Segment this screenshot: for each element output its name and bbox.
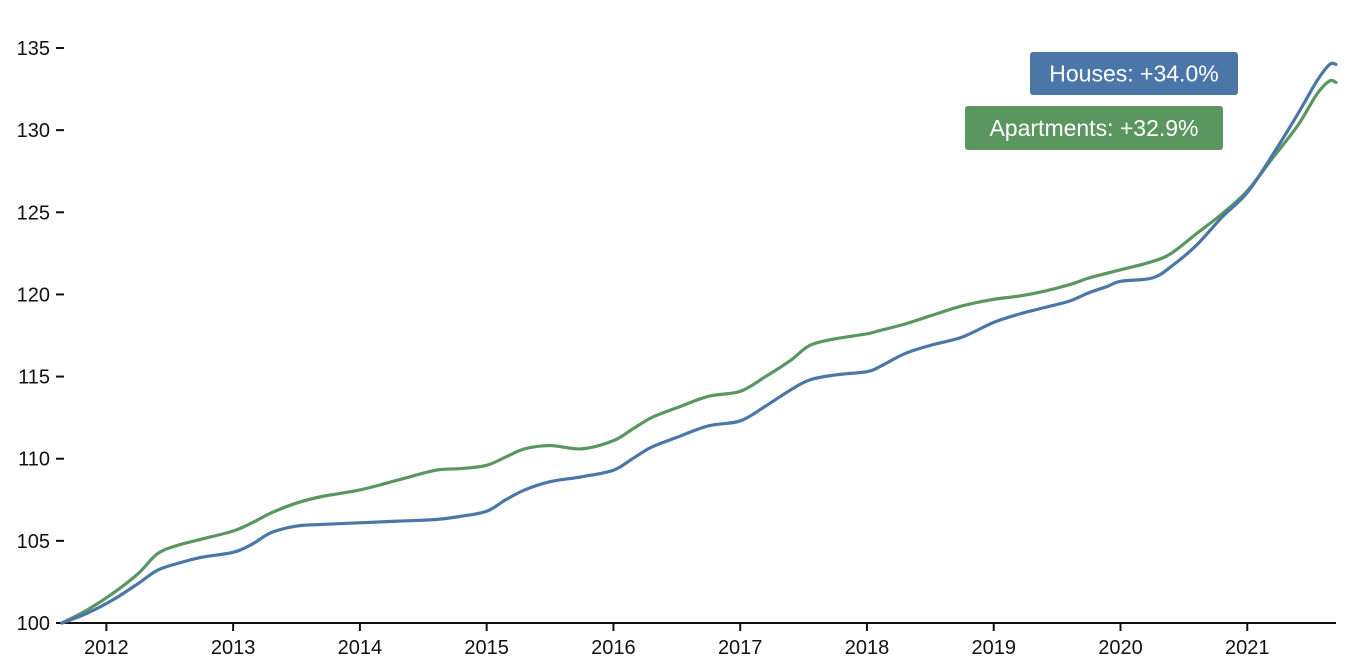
y-tick-label: 115 [18, 367, 50, 389]
x-tick-label: 2012 [84, 637, 129, 659]
apartments-badge-background [965, 106, 1223, 150]
y-axis: 100 105 110 115 120 125 130 135 [17, 38, 64, 635]
series-layer [60, 61, 1338, 625]
y-tick-label: 135 [17, 38, 50, 60]
y-tick-label: 110 [18, 449, 50, 471]
x-tick-label: 2021 [1225, 637, 1270, 659]
houses-badge-background [1030, 52, 1238, 95]
y-tick-label: 100 [17, 613, 50, 635]
series-line-apartments [60, 78, 1338, 625]
y-tick-label: 105 [17, 531, 50, 553]
x-tick-label: 2019 [971, 637, 1016, 659]
x-tick-label: 2017 [718, 637, 763, 659]
houses-badge: Houses: +34.0% [1030, 52, 1238, 95]
series-line-houses [60, 61, 1338, 625]
x-tick-label: 2015 [464, 637, 509, 659]
x-tick-label: 2020 [1098, 637, 1143, 659]
x-tick-label: 2016 [591, 637, 636, 659]
apartments-badge-label: Apartments: +32.9% [989, 115, 1198, 141]
houses-badge-label: Houses: +34.0% [1049, 61, 1218, 87]
x-tick-label: 2014 [338, 637, 383, 659]
x-tick-label: 2018 [845, 637, 890, 659]
y-tick-label: 130 [17, 120, 50, 142]
apartments-badge: Apartments: +32.9% [965, 106, 1223, 150]
x-axis: 2012 2013 2014 2015 2016 2017 2018 2019 2020 2021 [62, 622, 1336, 659]
x-tick-label: 2013 [211, 637, 256, 659]
y-tick-label: 120 [17, 284, 50, 306]
y-tick-label: 125 [17, 202, 50, 224]
